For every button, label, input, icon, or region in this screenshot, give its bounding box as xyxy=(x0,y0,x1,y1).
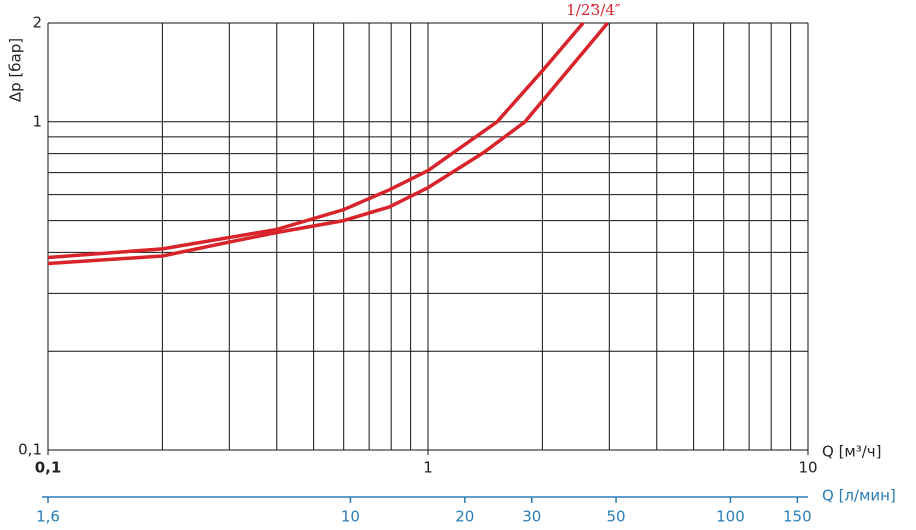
x2-tick-label: 30 xyxy=(522,508,541,526)
series-label: 1/2″ xyxy=(566,1,596,19)
y-tick-label: 0,1 xyxy=(18,441,42,459)
series-line xyxy=(47,21,585,260)
x-tick-label: 0,1 xyxy=(35,459,62,477)
y-axis-title: Δp [бар] xyxy=(7,38,25,102)
x2-tick-label: 100 xyxy=(716,508,745,526)
x-axis-title: Q [м³/ч] xyxy=(822,443,882,461)
series-label: 3/4″ xyxy=(591,1,621,19)
y-tick-label: 2 xyxy=(32,14,42,32)
y-tick-label: 1 xyxy=(32,112,42,130)
series-line xyxy=(47,21,609,266)
x2-tick-label: 1,6 xyxy=(36,508,60,526)
x-tick-label: 10 xyxy=(798,459,817,477)
x2-tick-label: 10 xyxy=(341,508,360,526)
x2-axis-title: Q [л/мин] xyxy=(822,487,896,505)
x2-tick-label: 150 xyxy=(783,508,812,526)
x2-tick-label: 50 xyxy=(606,508,625,526)
x2-tick-label: 20 xyxy=(455,508,474,526)
x-tick-label: 1 xyxy=(423,459,433,477)
